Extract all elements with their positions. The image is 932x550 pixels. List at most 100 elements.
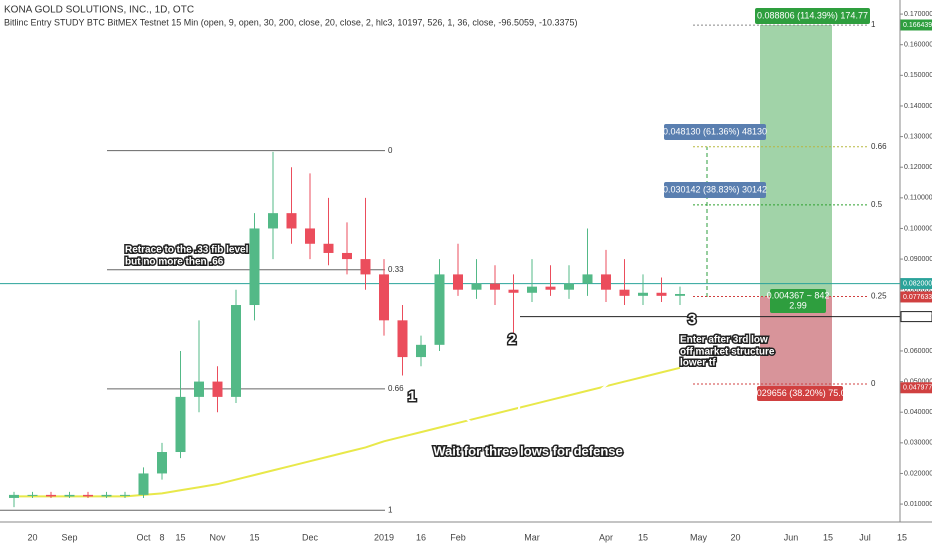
y-tick-label: 0.170000 (904, 11, 932, 18)
entry-box (770, 289, 826, 313)
candle-body (619, 289, 630, 296)
candle-body (379, 274, 389, 321)
arrow (419, 385, 486, 433)
x-tick-label: Apr (599, 532, 613, 542)
candle-body (83, 494, 93, 497)
level-label: 0.66 (871, 142, 887, 151)
arrow-head (517, 342, 526, 352)
candle-body (656, 292, 667, 296)
candle-body (27, 494, 38, 496)
price-tag (900, 291, 932, 303)
y-tick-label: 0.100000 (904, 225, 932, 232)
position-label: 2.99 (789, 300, 807, 310)
candle-body (508, 289, 519, 293)
price-tag (900, 311, 932, 323)
price-tag-label: 0.077633 (903, 294, 932, 301)
level-label: 0.25 (871, 292, 887, 301)
x-tick-label: Feb (450, 532, 466, 542)
candle-body (545, 286, 556, 290)
x-tick-label: 15 (249, 532, 259, 542)
position-label-box (755, 8, 870, 24)
candle-body (120, 494, 130, 496)
annotation: Enter after 3rd low (680, 335, 768, 346)
candle-body (675, 293, 685, 296)
x-tick-label: Sep (61, 532, 77, 542)
x-tick-label: May (690, 532, 708, 542)
candle-body (9, 494, 19, 498)
candle-body (46, 494, 56, 497)
level-label: 0 (871, 379, 876, 388)
y-tick-label: 0.060000 (904, 348, 932, 355)
price-tag-label: 0.166439 (903, 22, 932, 29)
x-tick-label: 2019 (374, 532, 394, 542)
y-tick-label: 0.130000 (904, 133, 932, 140)
candle-body (582, 274, 593, 284)
y-tick-label: 0.010000 (904, 501, 932, 508)
x-tick-label: Jul (859, 532, 871, 542)
x-tick-label: 8 (159, 532, 164, 542)
x-tick-label: 20 (27, 532, 37, 542)
candle-body (138, 473, 149, 495)
candle-body (231, 305, 241, 397)
candle-body (471, 283, 482, 290)
candle-body (157, 452, 167, 474)
x-tick-label: 16 (416, 532, 426, 542)
annotation: 1 (408, 388, 416, 405)
target-zone (760, 24, 832, 297)
ema-line (14, 366, 681, 498)
position-label-box (664, 182, 766, 198)
price-tag-label: 0.082000 (903, 280, 932, 287)
x-tick-label: Mar (524, 532, 540, 542)
annotation: 2 (508, 331, 516, 348)
price-tag-label: 0.047977 (903, 385, 932, 392)
y-tick-label: 0.110000 (904, 195, 932, 202)
y-tick-label: 0.020000 (904, 470, 932, 477)
annotation: off market structure (680, 347, 775, 358)
y-tick-label: 0.050000 (904, 378, 932, 385)
candle-body (323, 243, 334, 253)
candle-body (286, 213, 297, 229)
annotation: but no more then .66 (125, 257, 224, 268)
price-tag (900, 278, 932, 290)
y-tick-label: 0.120000 (904, 164, 932, 171)
chart-title: KONA GOLD SOLUTIONS, INC., 1D, OTC (4, 5, 194, 16)
annotation: Retrace to the .33 fib level (125, 245, 249, 256)
x-tick-label: 15 (823, 532, 833, 542)
arrow-head (674, 320, 684, 329)
candle-body (527, 286, 537, 293)
x-tick-label: 20 (730, 532, 740, 542)
candle-body (453, 274, 463, 290)
candle-body (342, 252, 352, 260)
arrow (517, 344, 523, 431)
candle-body (490, 283, 500, 290)
annotation: Wait for three lows for defense (433, 443, 623, 458)
level-label: 0.5 (871, 200, 883, 209)
candle-body (564, 283, 574, 290)
x-tick-label: Dec (302, 532, 319, 542)
y-tick-label: 0.030000 (904, 440, 932, 447)
candle-body (638, 292, 648, 296)
position-label-box (757, 386, 843, 401)
y-tick-label: 0.150000 (904, 72, 932, 79)
candle-body (268, 213, 278, 229)
y-tick-label: 0.080000 (904, 287, 932, 294)
price-tag (900, 382, 932, 394)
position-label: 0.029656 (38.20%) 75.03 (749, 388, 851, 398)
position-label: 0.030142 (38.83%) 30142 (663, 184, 767, 194)
annotation: lower tf (680, 358, 716, 369)
y-tick-label: 0.140000 (904, 103, 932, 110)
indicator-label: Bitlinc Entry STUDY BTC BitMEX Testnet 1… (4, 17, 578, 27)
candle-body (249, 228, 260, 306)
candle-body (416, 344, 426, 358)
candle-body (305, 228, 315, 244)
candle-body (175, 396, 186, 453)
fib-label: 0.66 (388, 384, 404, 393)
y-tick-label: 0.160000 (904, 42, 932, 49)
candle-body (434, 274, 445, 345)
candle-body (601, 274, 611, 290)
y-tick-label: 0.040000 (904, 409, 932, 416)
fib-label: 0 (388, 146, 393, 155)
arrow (549, 321, 683, 433)
annotation: 3 (688, 311, 696, 328)
